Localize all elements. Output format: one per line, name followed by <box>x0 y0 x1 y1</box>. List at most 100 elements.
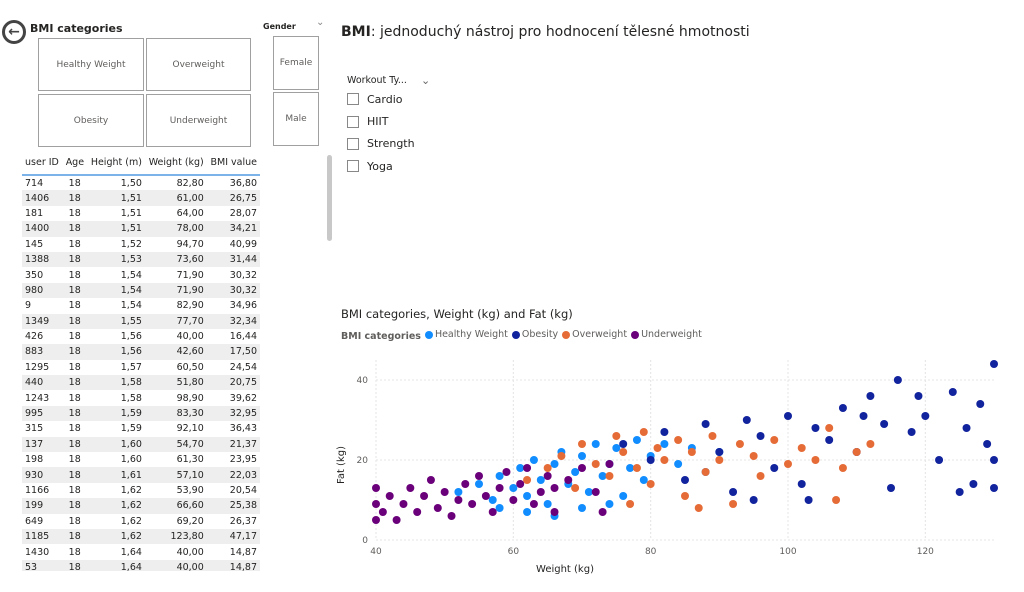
table-cell: 64,00 <box>176 207 204 219</box>
table-cell: 18 <box>68 423 81 435</box>
column-header[interactable]: Age <box>62 151 88 176</box>
scrollbar[interactable] <box>327 155 332 241</box>
column-header[interactable]: Weight (kg) <box>144 151 207 176</box>
table-row[interactable]: 198 18 1,60 61,30 23,95 <box>22 452 260 467</box>
table-row[interactable]: 137 18 1,60 54,70 21,37 <box>22 436 260 453</box>
data-point <box>495 504 504 512</box>
table-row[interactable]: 426 18 1,56 40,00 16,44 <box>22 329 260 344</box>
data-point <box>852 448 861 456</box>
chart-title: BMI categories, Weight (kg) and Fat (kg) <box>341 307 573 321</box>
table-row[interactable]: 181 18 1,51 64,00 28,07 <box>22 206 260 221</box>
data-point <box>516 480 525 488</box>
data-point <box>715 448 724 456</box>
page-title-bold: BMI <box>341 24 371 40</box>
table-cell: 198 <box>25 454 44 466</box>
table-row[interactable]: 883 18 1,56 42,60 17,50 <box>22 344 260 360</box>
table-row[interactable]: 1185 18 1,62 123,80 47,17 <box>22 528 260 545</box>
legend-item[interactable]: Overweight <box>562 329 627 340</box>
workout-option[interactable]: Yoga <box>347 155 467 177</box>
column-header[interactable]: BMI value <box>206 151 260 176</box>
back-button[interactable]: ← <box>2 20 26 44</box>
table-row[interactable]: 714 18 1,50 82,80 36,80 <box>22 175 260 190</box>
data-point <box>990 484 998 492</box>
checkbox[interactable] <box>347 137 359 150</box>
table-row[interactable]: 145 18 1,52 94,70 40,99 <box>22 237 260 252</box>
table-row[interactable]: 995 18 1,59 83,30 32,95 <box>22 405 260 422</box>
gender-option-female[interactable]: Female <box>273 36 319 90</box>
gender-option-male[interactable]: Male <box>273 92 319 146</box>
table-row[interactable]: 315 18 1,59 92,10 36,43 <box>22 421 260 436</box>
column-header[interactable]: Height (m) <box>87 151 145 176</box>
bmi-option-overweight[interactable]: Overweight <box>146 38 251 91</box>
table-row[interactable]: 930 18 1,61 57,10 22,03 <box>22 467 260 483</box>
table-row[interactable]: 1388 18 1,53 73,60 31,44 <box>22 251 260 268</box>
table-cell: 315 <box>25 423 44 435</box>
data-point <box>495 472 504 480</box>
table-cell: 1185 <box>22 528 63 545</box>
data-point <box>399 500 408 508</box>
data-point <box>619 440 628 448</box>
data-point <box>797 480 806 488</box>
table-row[interactable]: 9 18 1,54 82,90 34,96 <box>22 298 260 313</box>
data-point <box>955 488 964 496</box>
table-row[interactable]: 350 18 1,54 71,90 30,32 <box>22 267 260 282</box>
data-point <box>770 464 779 472</box>
table-row[interactable]: 1400 18 1,51 78,00 34,21 <box>22 221 260 237</box>
data-point <box>811 424 820 432</box>
table-cell: 1388 <box>22 251 63 268</box>
table-cell: 18 <box>68 331 81 343</box>
data-point <box>756 432 765 440</box>
checkbox[interactable] <box>347 160 359 173</box>
data-point <box>612 432 621 440</box>
data-point <box>825 436 834 444</box>
table-row[interactable]: 1243 18 1,58 98,90 39,62 <box>22 390 260 405</box>
table-row[interactable]: 980 18 1,54 71,90 30,32 <box>22 282 260 299</box>
data-point <box>626 500 635 508</box>
table-cell: 18 <box>62 313 88 329</box>
table-cell: 1,59 <box>87 405 145 422</box>
table-row[interactable]: 1406 18 1,51 61,00 26,75 <box>22 190 260 206</box>
data-point <box>447 512 456 520</box>
bmi-option-underweight[interactable]: Underweight <box>146 94 251 147</box>
table-row[interactable]: 1295 18 1,57 60,50 24,54 <box>22 360 260 375</box>
legend-item[interactable]: Underweight <box>631 329 702 340</box>
chevron-down-icon[interactable]: ⌄ <box>420 73 431 87</box>
table-cell: 61,00 <box>144 190 207 206</box>
table-cell: 94,70 <box>176 238 204 250</box>
chevron-down-icon[interactable]: ⌄ <box>316 17 325 28</box>
checkbox[interactable] <box>347 93 359 106</box>
data-point <box>701 468 710 476</box>
table-row[interactable]: 1166 18 1,62 53,90 20,54 <box>22 483 260 498</box>
legend-dot-icon <box>631 330 640 339</box>
x-tick-label: 40 <box>370 547 382 557</box>
bmi-option-healthy[interactable]: Healthy Weight <box>38 38 144 91</box>
data-point <box>591 460 600 468</box>
data-point <box>543 500 552 508</box>
table-cell: 18 <box>62 282 88 299</box>
table-row[interactable]: 1349 18 1,55 77,70 32,34 <box>22 313 260 329</box>
checkbox[interactable] <box>347 115 359 128</box>
table-row[interactable]: 199 18 1,62 66,60 25,38 <box>22 498 260 514</box>
legend-item[interactable]: Healthy Weight <box>424 329 508 340</box>
table-cell: 1,56 <box>87 344 145 360</box>
legend-item[interactable]: Obesity <box>511 329 558 340</box>
workout-option[interactable]: Cardio <box>347 88 467 110</box>
data-point <box>859 412 868 420</box>
column-header[interactable]: user ID <box>22 151 63 176</box>
bmi-option-obesity[interactable]: Obesity <box>38 94 144 147</box>
table-row[interactable]: 440 18 1,58 51,80 20,75 <box>22 375 260 391</box>
table-cell: 61,30 <box>176 454 204 466</box>
table-row[interactable]: 53 18 1,64 40,00 14,87 <box>22 559 260 571</box>
table-cell: 26,75 <box>206 190 260 206</box>
data-point <box>907 428 916 436</box>
x-tick-label: 120 <box>917 547 934 557</box>
data-point <box>887 484 895 492</box>
table-row[interactable]: 1430 18 1,64 40,00 14,87 <box>22 544 260 559</box>
table-cell: 1,59 <box>120 423 142 435</box>
table-cell: 1,52 <box>120 238 142 250</box>
data-point <box>385 492 394 500</box>
workout-option[interactable]: Strength <box>347 133 467 155</box>
workout-option[interactable]: HIIT <box>347 110 467 132</box>
table-row[interactable]: 649 18 1,62 69,20 26,37 <box>22 514 260 529</box>
data-point <box>674 436 683 444</box>
